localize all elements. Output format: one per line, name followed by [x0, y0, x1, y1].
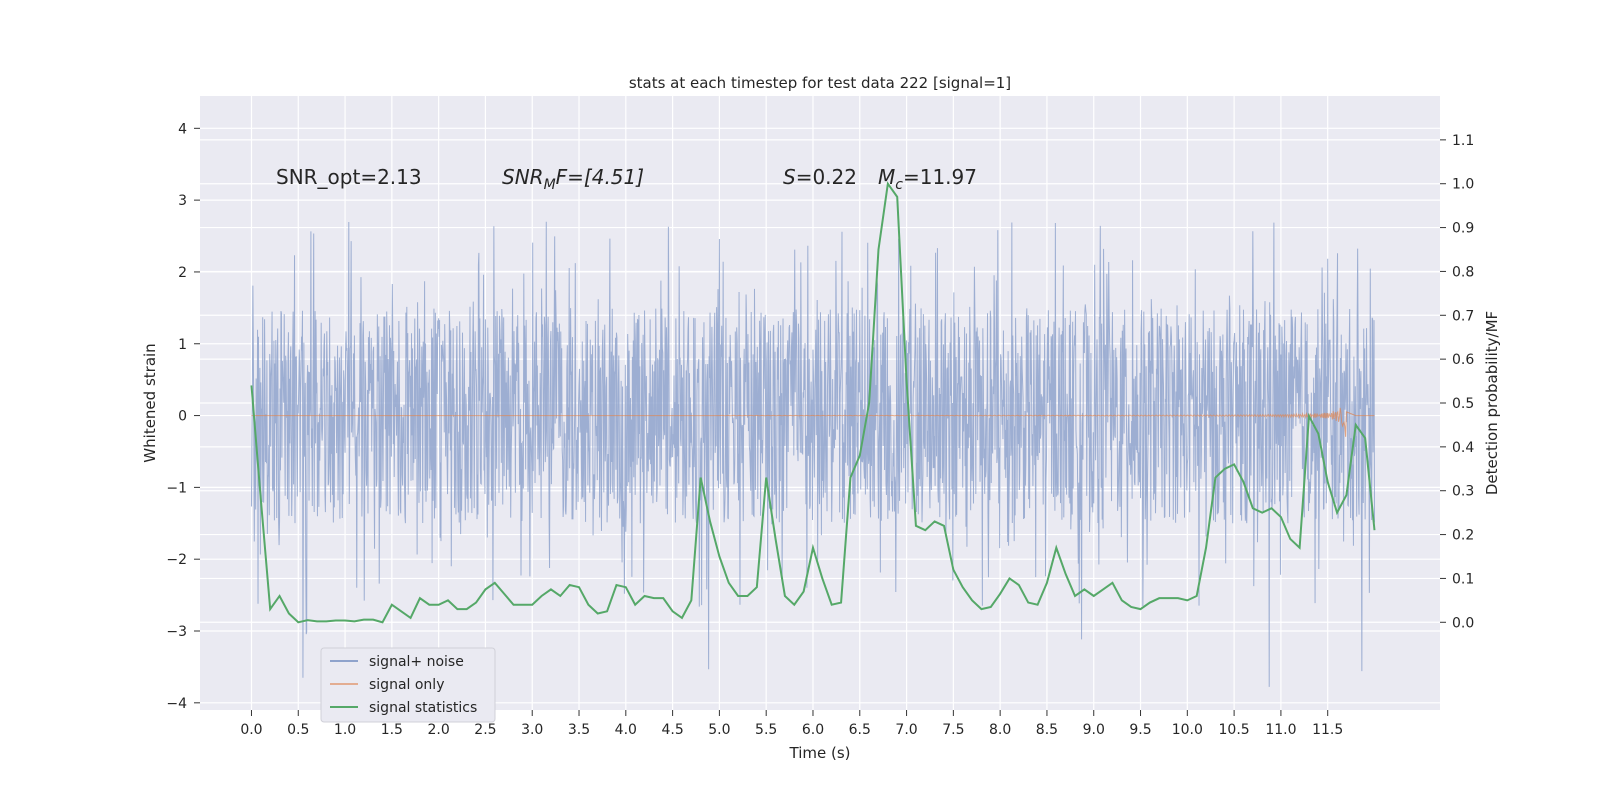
- y-tick-label: 1: [178, 337, 187, 353]
- x-tick-label: 2.0: [428, 722, 450, 738]
- annotation-mc-value: =11.97: [903, 165, 977, 189]
- series-signal-noise: [250, 221, 1375, 687]
- x-tick-label: 6.5: [849, 722, 871, 738]
- x-axis-label: Time (s): [789, 744, 851, 762]
- x-tick-label: 5.5: [755, 722, 777, 738]
- legend-label-stats: signal statistics: [369, 700, 477, 716]
- annotation-mc: Mc=11.97: [878, 165, 977, 193]
- annotation-snr-mf-sub: M: [544, 177, 556, 193]
- y-axis-ticks: 4 3 2 1 0 −1 −2 −3 −4: [166, 121, 200, 712]
- series-signal-only: [251, 407, 1375, 437]
- x-tick-label: 5.0: [708, 722, 730, 738]
- y-tick-label: −2: [166, 552, 187, 568]
- y-right-tick-label: 0.2: [1452, 528, 1474, 544]
- x-tick-label: 8.5: [1036, 722, 1058, 738]
- y-right-tick-label: 0.9: [1452, 221, 1474, 237]
- x-tick-label: 7.5: [942, 722, 964, 738]
- y-right-tick-label: 0.4: [1452, 440, 1474, 456]
- x-tick-label: 9.0: [1083, 722, 1105, 738]
- y-right-tick-label: 0.0: [1452, 615, 1474, 631]
- annotation-mc-base: M: [878, 165, 895, 189]
- annotation-snr-opt: SNR_opt=2.13: [276, 165, 422, 189]
- grid-lines: [200, 96, 1440, 710]
- x-tick-label: 4.5: [661, 722, 683, 738]
- y-right-tick-label: 0.8: [1452, 264, 1474, 280]
- legend-box: [320, 647, 496, 723]
- legend: signal+ noise signal only signal statist…: [320, 647, 496, 723]
- y-right-tick-label: 0.7: [1452, 308, 1474, 324]
- x-tick-label: 11.0: [1265, 722, 1296, 738]
- x-tick-label: 6.0: [802, 722, 824, 738]
- y-tick-label: −1: [166, 480, 187, 496]
- signal-line: [251, 407, 1375, 437]
- y-tick-label: 2: [178, 265, 187, 281]
- y-right-tick-label: 0.5: [1452, 396, 1474, 412]
- legend-label-signal: signal only: [369, 677, 444, 693]
- x-tick-label: 4.0: [615, 722, 637, 738]
- y-right-tick-label: 1.0: [1452, 177, 1474, 193]
- y-axis-right-ticks: 1.1 1.0 0.9 0.8 0.7 0.6 0.5 0.4 0.3 0.2 0.1 0.0: [1440, 133, 1474, 631]
- x-tick-label: 1.5: [381, 722, 403, 738]
- x-tick-label: 8.0: [989, 722, 1011, 738]
- x-tick-label: 3.0: [521, 722, 543, 738]
- x-tick-label: 0.0: [240, 722, 262, 738]
- x-tick-label: 3.5: [568, 722, 590, 738]
- annotation-snr-mf-rest: F=[4.51]: [556, 165, 644, 189]
- noise-line: [250, 221, 1375, 687]
- annotation-s: S=0.22: [783, 165, 857, 189]
- y-right-tick-label: 1.1: [1452, 133, 1474, 149]
- annotation-snr-mf: SNRMF=[4.51]: [502, 165, 644, 193]
- series-signal-statistics: [250, 181, 1376, 624]
- y-right-tick-label: 0.1: [1452, 571, 1474, 587]
- x-tick-label: 0.5: [287, 722, 309, 738]
- y-right-tick-label: 0.3: [1452, 484, 1474, 500]
- y-tick-label: 0: [178, 409, 187, 425]
- stats-line: [250, 181, 1376, 624]
- x-tick-label: 2.5: [474, 722, 496, 738]
- y-tick-label: −4: [166, 696, 187, 712]
- x-axis-ticks: 0.0 0.5 1.0 1.5 2.0 2.5 3.0 3.5 4.0 4.5 5.0 5.5 6.0 6…: [240, 710, 1343, 738]
- x-tick-label: 10.0: [1172, 722, 1203, 738]
- annotation-s-value: =0.22: [796, 165, 857, 189]
- y-axis-right-label: Detection probability/MF: [1483, 311, 1501, 495]
- annotation-mc-sub: c: [895, 177, 903, 193]
- x-tick-label: 7.0: [895, 722, 917, 738]
- x-tick-label: 1.0: [334, 722, 356, 738]
- x-tick-label: 11.5: [1312, 722, 1343, 738]
- chart-title: stats at each timestep for test data 222…: [629, 74, 1011, 92]
- y-tick-label: 4: [178, 121, 187, 137]
- x-tick-label: 9.5: [1129, 722, 1151, 738]
- y-right-tick-label: 0.6: [1452, 352, 1474, 368]
- y-tick-label: 3: [178, 193, 187, 209]
- y-tick-label: −3: [166, 624, 187, 640]
- legend-label-noise: signal+ noise: [369, 654, 464, 670]
- annotation-s-label: S: [783, 165, 796, 189]
- y-axis-label: Whitened strain: [141, 343, 159, 462]
- annotation-snr-mf-base: SNR: [502, 165, 544, 189]
- x-tick-label: 10.5: [1219, 722, 1250, 738]
